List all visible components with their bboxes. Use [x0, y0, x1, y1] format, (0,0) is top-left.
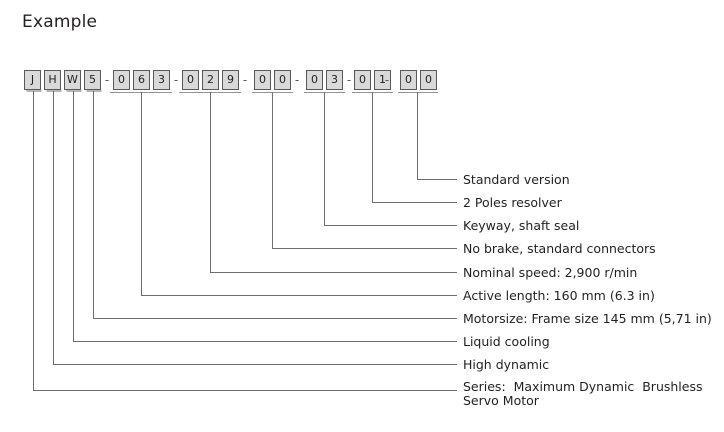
leader-keyway [324, 92, 457, 226]
callout-keyway-shaft-seal: Keyway, shaft seal [463, 218, 580, 233]
leader-series [33, 91, 457, 391]
callout-active-length: Active length: 160 mm (6.3 in) [463, 288, 655, 303]
callout-liquid-cooling: Liquid cooling [463, 334, 550, 349]
callout-poles-resolver: 2 Poles resolver [463, 195, 562, 210]
callout-high-dynamic: High dynamic [463, 357, 550, 372]
leader-poles-resolver [372, 92, 457, 203]
callout-standard-version: Standard version [463, 172, 570, 187]
callout-no-brake: No brake, standard connectors [463, 241, 656, 256]
callout-series-line1: Series: Maximum Dynamic Brushless [463, 379, 703, 394]
callout-motorsize: Motorsize: Frame size 145 mm (5,71 in) [463, 311, 712, 326]
leader-active-length [141, 92, 457, 296]
page-title: Example [22, 12, 98, 32]
leader-high-dynamic [53, 91, 457, 365]
leader-nominal-speed [210, 92, 457, 273]
leader-no-brake [272, 92, 457, 249]
callout-nominal-speed: Nominal speed: 2,900 r/min [463, 265, 638, 280]
leader-motorsize [93, 91, 457, 319]
leader-standard-version [417, 92, 457, 180]
callout-series-line2: Servo Motor [463, 393, 539, 408]
leader-liquid-cooling [73, 91, 457, 342]
